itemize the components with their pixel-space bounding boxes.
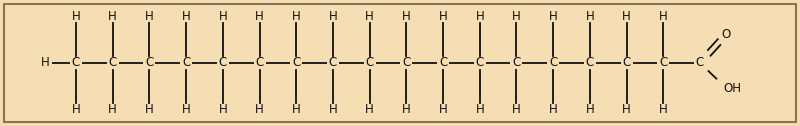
Text: C: C	[366, 56, 374, 70]
Text: O: O	[722, 27, 731, 41]
Text: H: H	[329, 103, 338, 116]
Text: C: C	[586, 56, 594, 70]
Text: H: H	[182, 103, 190, 116]
Text: H: H	[72, 10, 80, 23]
Text: C: C	[72, 56, 80, 70]
Text: H: H	[218, 103, 227, 116]
Text: H: H	[72, 103, 80, 116]
Text: C: C	[292, 56, 300, 70]
Text: OH: OH	[724, 82, 742, 95]
Text: C: C	[329, 56, 337, 70]
Text: H: H	[366, 103, 374, 116]
Text: C: C	[146, 56, 154, 70]
Text: H: H	[475, 10, 484, 23]
Text: H: H	[292, 10, 301, 23]
Text: H: H	[549, 10, 558, 23]
Text: H: H	[586, 10, 594, 23]
Text: H: H	[438, 103, 447, 116]
Text: H: H	[41, 56, 49, 70]
Text: C: C	[255, 56, 264, 70]
Text: C: C	[182, 56, 190, 70]
Text: C: C	[696, 56, 704, 70]
Text: H: H	[218, 10, 227, 23]
Text: H: H	[255, 103, 264, 116]
Text: C: C	[512, 56, 521, 70]
Text: H: H	[108, 10, 117, 23]
Text: C: C	[549, 56, 558, 70]
Text: C: C	[439, 56, 447, 70]
Text: H: H	[366, 10, 374, 23]
Text: H: H	[586, 103, 594, 116]
Text: C: C	[109, 56, 117, 70]
Text: H: H	[402, 10, 410, 23]
Text: H: H	[182, 10, 190, 23]
Text: C: C	[476, 56, 484, 70]
Text: C: C	[402, 56, 410, 70]
Text: H: H	[622, 10, 631, 23]
Text: H: H	[622, 103, 631, 116]
Text: H: H	[145, 103, 154, 116]
Text: H: H	[329, 10, 338, 23]
Text: H: H	[292, 103, 301, 116]
Text: H: H	[475, 103, 484, 116]
Text: C: C	[659, 56, 667, 70]
Text: H: H	[512, 10, 521, 23]
Text: H: H	[549, 103, 558, 116]
Text: H: H	[659, 103, 668, 116]
Text: H: H	[145, 10, 154, 23]
Text: H: H	[108, 103, 117, 116]
Text: H: H	[659, 10, 668, 23]
Text: C: C	[622, 56, 630, 70]
Text: H: H	[255, 10, 264, 23]
Text: H: H	[402, 103, 410, 116]
Text: H: H	[512, 103, 521, 116]
Text: H: H	[438, 10, 447, 23]
Text: C: C	[218, 56, 227, 70]
